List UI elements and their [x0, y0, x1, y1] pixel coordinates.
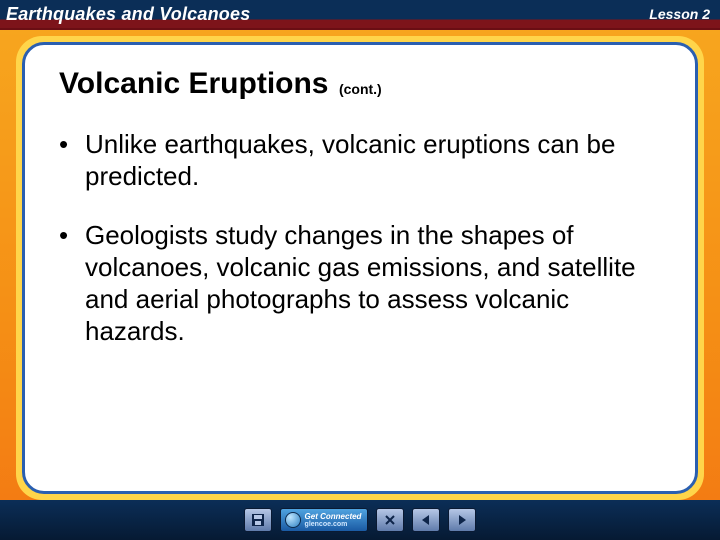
slide: Earthquakes and Volcanoes Lesson 2 Volca…: [0, 0, 720, 540]
bullet-item: Unlike earthquakes, volcanic eruptions c…: [59, 129, 661, 192]
bullet-list: Unlike earthquakes, volcanic eruptions c…: [59, 129, 661, 347]
content-panel: Volcanic Eruptions (cont.) Unlike earthq…: [22, 42, 698, 494]
floppy-icon: [251, 513, 265, 527]
prev-button[interactable]: [412, 508, 440, 532]
triangle-left-icon: [420, 514, 432, 526]
cont-label: (cont.): [339, 81, 382, 97]
slide-heading: Volcanic Eruptions: [59, 67, 329, 100]
close-icon: [384, 514, 396, 526]
globe-icon: [285, 512, 301, 528]
content-panel-outer: Volcanic Eruptions (cont.) Unlike earthq…: [16, 36, 704, 500]
bullet-item: Geologists study changes in the shapes o…: [59, 220, 661, 347]
header-title: Earthquakes and Volcanoes: [6, 4, 250, 25]
connected-url: glencoe.com: [305, 521, 362, 528]
triangle-right-icon: [456, 514, 468, 526]
connected-label: Get Connected: [305, 513, 362, 521]
connected-text: Get Connected glencoe.com: [305, 513, 362, 528]
save-button[interactable]: [244, 508, 272, 532]
get-connected-button[interactable]: Get Connected glencoe.com: [280, 508, 369, 532]
bottom-nav: Get Connected glencoe.com: [0, 500, 720, 540]
close-button[interactable]: [376, 508, 404, 532]
next-button[interactable]: [448, 508, 476, 532]
slide-heading-row: Volcanic Eruptions (cont.): [59, 67, 661, 101]
lesson-badge: Lesson 2: [649, 6, 710, 22]
header-bar: Earthquakes and Volcanoes Lesson 2: [0, 0, 720, 30]
